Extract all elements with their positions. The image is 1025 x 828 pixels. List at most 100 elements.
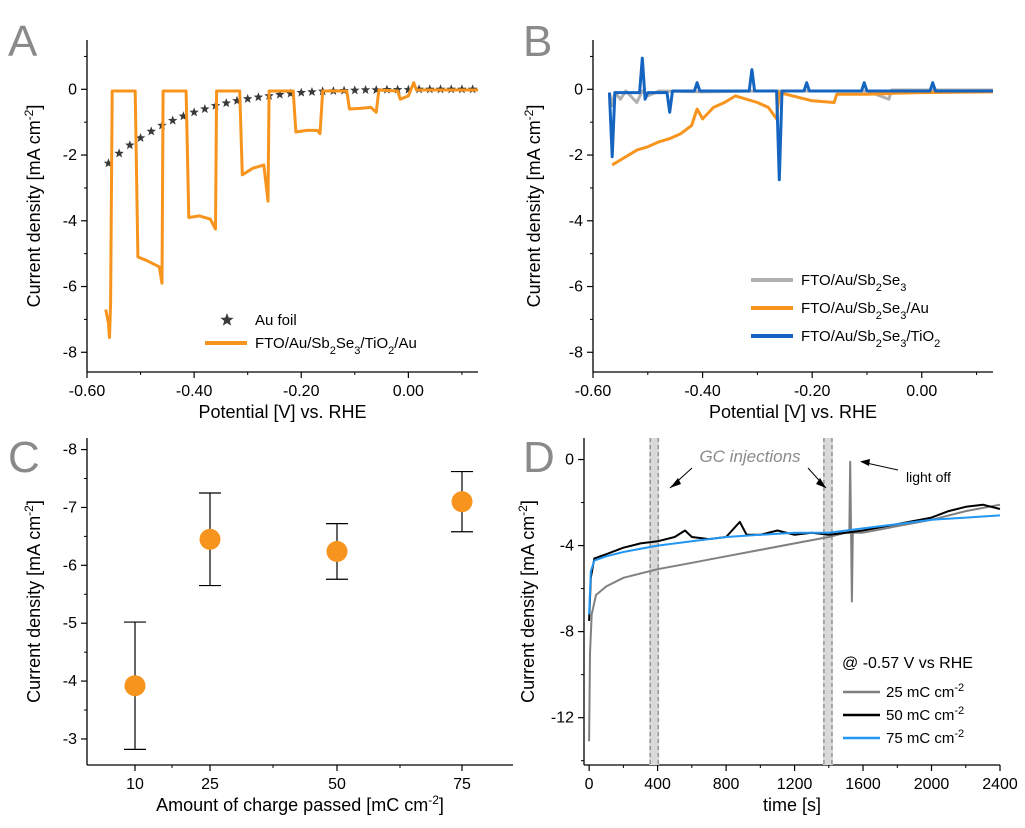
panel-a-panel-letter: A bbox=[8, 17, 38, 66]
panel-d-x-tick-label: 400 bbox=[644, 776, 671, 793]
panel-d-gc-arrowhead-right bbox=[816, 478, 826, 488]
panel-a: A -0.60 -0.40 -0.20 0.00 0 -2 -4 -6 -8 Potential [… bbox=[8, 17, 478, 422]
panel-d-light-off-annotation: light off bbox=[906, 469, 951, 485]
panel-b-legend-label-0: FTO/Au/Sb2Se3 bbox=[801, 272, 906, 294]
panel-c-data-point bbox=[451, 491, 473, 513]
panel-d-condition-label: @ -0.57 V vs RHE bbox=[842, 655, 973, 672]
panel-d-y-tick-label: -4 bbox=[560, 538, 574, 555]
panel-b-x-tick-label: 0.00 bbox=[906, 383, 937, 400]
panel-c-y-tick-label: -7 bbox=[63, 499, 77, 516]
panel-d-x-tick-label: 1600 bbox=[845, 776, 881, 793]
panel-c: C -3 -4 -5 -6 -7 -8 10 25 50 75 Amount of charge pa… bbox=[8, 433, 513, 815]
panel-a-au-foil-marker bbox=[146, 126, 157, 136]
panel-a-au-foil-marker bbox=[135, 132, 146, 142]
panel-a-y-tick-label: -2 bbox=[63, 147, 77, 164]
panel-b-legend-label-2: FTO/Au/Sb2Se3/TiO2 bbox=[801, 328, 940, 350]
panel-a-au-foil-marker bbox=[178, 111, 189, 121]
panel-a-legend-marker-0 bbox=[220, 313, 234, 326]
panel-b-y-tick-label: -4 bbox=[569, 213, 583, 230]
panel-c-y-tick-label: -8 bbox=[63, 442, 77, 459]
panel-c-data-point bbox=[199, 528, 221, 550]
panel-d-legend-label-1: 50 mC cm-2 bbox=[886, 705, 964, 724]
panel-b-y-tick-label: -6 bbox=[569, 279, 583, 296]
panel-d-light-off-arrowhead bbox=[860, 459, 870, 466]
panel-d-y-tick-label: -8 bbox=[560, 624, 574, 641]
panel-b-x-tick-label: -0.60 bbox=[575, 383, 612, 400]
panel-c-data-point bbox=[326, 540, 348, 562]
panel-c-x-tick-label: 25 bbox=[201, 776, 219, 793]
panel-a-au-foil-marker bbox=[285, 88, 296, 98]
panel-a-au-foil-marker bbox=[296, 87, 306, 97]
panel-a-au-foil-marker bbox=[189, 107, 199, 117]
panel-d-x-tick-label: 800 bbox=[713, 776, 740, 793]
panel-b-y-tick-label: -8 bbox=[569, 344, 583, 361]
panel-c-x-tick-label: 50 bbox=[328, 776, 346, 793]
panel-b-series-line-1 bbox=[611, 90, 994, 167]
panel-d-y-tick-label: 0 bbox=[565, 452, 574, 469]
panel-d-panel-letter: D bbox=[523, 433, 555, 482]
panel-c-y-tick-label: -3 bbox=[63, 731, 77, 748]
panel-a-x-tick-label: -0.60 bbox=[69, 383, 106, 400]
panel-b-panel-letter: B bbox=[523, 17, 552, 66]
panel-a-y-tick-label: -8 bbox=[63, 344, 77, 361]
panel-c-x-axis-label: Amount of charge passed [mC cm-2] bbox=[156, 793, 444, 815]
panel-a-y-tick-label: -6 bbox=[63, 279, 77, 296]
panel-b-x-tick-label: -0.40 bbox=[684, 383, 721, 400]
panel-d-x-axis-label: time [s] bbox=[763, 795, 821, 815]
panel-b-y-axis-label: Current density [mA cm-2] bbox=[522, 105, 544, 308]
panel-a-au-foil-marker bbox=[200, 104, 210, 114]
panel-a-au-foil-marker bbox=[103, 158, 114, 168]
panel-a-au-foil-marker bbox=[392, 84, 403, 94]
panel-a-legend-label-1: FTO/Au/Sb2Se3/TiO2/Au bbox=[255, 335, 417, 357]
panel-b-x-tick-label: -0.20 bbox=[794, 383, 831, 400]
panel-b-legend-label-1: FTO/Au/Sb2Se3/Au bbox=[801, 300, 929, 322]
panel-a-au-foil-marker bbox=[360, 84, 371, 95]
panel-c-x-tick-label: 10 bbox=[126, 776, 144, 793]
panel-d-series-line-0 bbox=[588, 460, 1001, 742]
panel-a-series-line-1 bbox=[104, 81, 478, 339]
panel-d-x-tick-label: 2000 bbox=[914, 776, 950, 793]
panel-d-y-tick-label: -12 bbox=[551, 710, 574, 727]
panel-a-x-tick-label: -0.20 bbox=[283, 383, 320, 400]
panel-a-au-foil-marker bbox=[403, 84, 414, 94]
panel-a-au-foil-marker bbox=[125, 140, 135, 150]
panel-d-legend-label-2: 75 mC cm-2 bbox=[886, 728, 964, 747]
panel-b-series-line-2 bbox=[607, 56, 993, 182]
panel-c-data-point bbox=[124, 675, 146, 697]
panel-d-y-axis-label: Current density [mA cm-2] bbox=[516, 500, 538, 703]
panel-a-au-foil-marker bbox=[221, 98, 232, 108]
panel-c-y-tick-label: -6 bbox=[63, 557, 77, 574]
panel-a-au-foil-marker bbox=[253, 92, 264, 102]
panel-d-x-tick-label: 1200 bbox=[777, 776, 813, 793]
panel-b-y-tick-label: 0 bbox=[574, 81, 583, 98]
panel-a-x-tick-label: -0.40 bbox=[176, 383, 213, 400]
panel-c-panel-letter: C bbox=[8, 433, 40, 482]
panel-b-x-axis-label: Potential [V] vs. RHE bbox=[709, 402, 877, 422]
panel-a-au-foil-marker bbox=[307, 86, 317, 96]
panel-d-x-tick-label: 2400 bbox=[982, 776, 1018, 793]
panel-c-x-tick-label: 75 bbox=[453, 776, 471, 793]
panel-c-y-axis-label: Current density [mA cm-2] bbox=[22, 500, 44, 703]
panel-a-au-foil-marker bbox=[275, 89, 285, 99]
panel-c-y-tick-label: -5 bbox=[63, 615, 77, 632]
panel-d-legend-label-0: 25 mC cm-2 bbox=[886, 682, 964, 701]
panel-b: B -0.60 -0.40 -0.20 0.00 0 -2 -4 -6 -8 Potential [… bbox=[522, 17, 994, 422]
panel-c-y-tick-label: -4 bbox=[63, 673, 77, 690]
panel-d-x-tick-label: 0 bbox=[585, 776, 594, 793]
panel-a-au-foil-marker bbox=[232, 95, 242, 105]
panel-a-x-axis-label: Potential [V] vs. RHE bbox=[198, 402, 366, 422]
panel-a-au-foil-marker bbox=[242, 93, 253, 103]
panel-a-y-axis-label: Current density [mA cm-2] bbox=[22, 105, 44, 308]
panel-d-gc-arrowhead-left bbox=[670, 478, 681, 488]
panel-a-au-foil-marker bbox=[167, 115, 178, 125]
panel-a-y-tick-label: -4 bbox=[63, 213, 77, 230]
panel-a-x-tick-label: 0.00 bbox=[393, 383, 424, 400]
panel-a-au-foil-marker bbox=[371, 84, 381, 95]
panel-b-y-tick-label: -2 bbox=[569, 147, 583, 164]
panel-a-au-foil-marker bbox=[350, 85, 360, 95]
panel-d-gc-band bbox=[649, 438, 660, 765]
panel-d-gc-band bbox=[822, 438, 833, 765]
panel-d-series-line-2 bbox=[588, 514, 1001, 615]
